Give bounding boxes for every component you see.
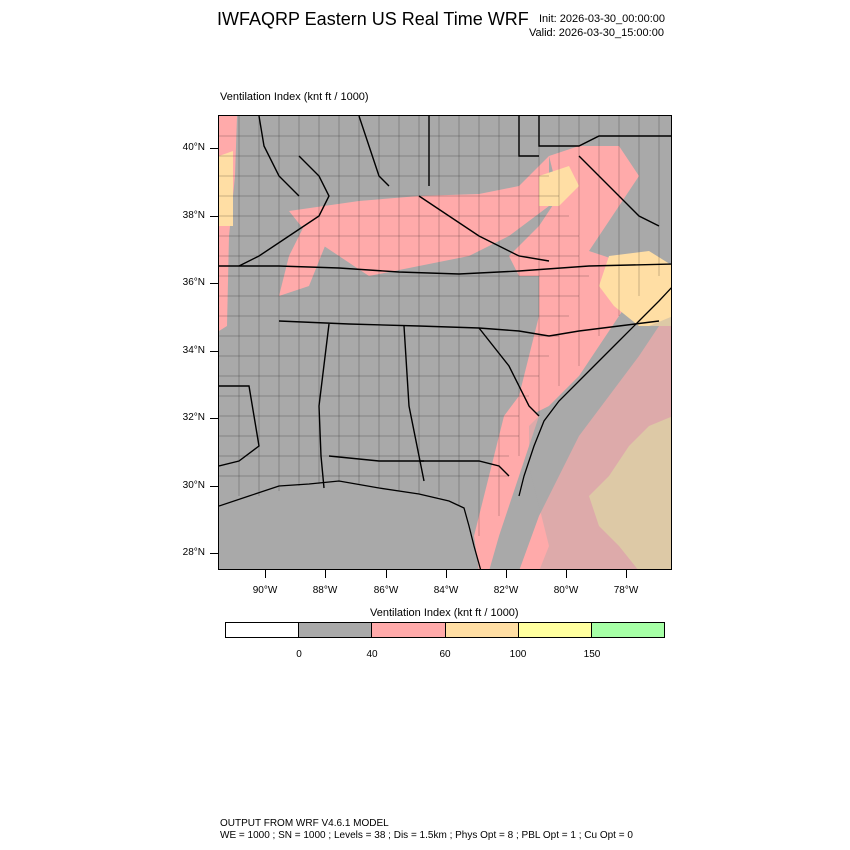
colorbar-box-2 xyxy=(299,623,373,637)
lat-tick xyxy=(210,283,218,284)
lat-tick xyxy=(210,486,218,487)
lon-tick xyxy=(506,570,507,578)
lon-label: 90°W xyxy=(252,585,278,596)
gulf-of-mexico xyxy=(219,481,479,569)
lon-label: 80°W xyxy=(553,585,579,596)
init-time: Init: 2026-03-30_00:00:00 xyxy=(539,13,665,25)
colorbar-box-5 xyxy=(518,623,592,637)
lon-label: 82°W xyxy=(493,585,519,596)
lon-tick xyxy=(325,570,326,578)
field-label: Ventilation Index (knt ft / 1000) xyxy=(220,91,369,103)
main-title: IWFAQRP Eastern US Real Time WRF xyxy=(217,9,529,29)
vi-60-100-areas xyxy=(219,151,671,569)
colorbar-box-6 xyxy=(591,623,665,637)
lon-tick xyxy=(386,570,387,578)
lat-label: 28°N xyxy=(182,547,205,558)
lat-tick xyxy=(210,216,218,217)
lat-tick xyxy=(210,351,218,352)
valid-time: Valid: 2026-03-30_15:00:00 xyxy=(529,27,664,39)
lat-tick xyxy=(210,418,218,419)
colorbar-box-1 xyxy=(226,623,300,637)
colorbar-label: 40 xyxy=(366,649,378,660)
atlantic-ocean xyxy=(529,316,671,569)
lon-tick xyxy=(626,570,627,578)
colorbar-label: 100 xyxy=(509,649,527,660)
county-grid xyxy=(219,116,671,536)
colorbar-label: 60 xyxy=(439,649,451,660)
lon-label: 84°W xyxy=(433,585,459,596)
colorbar-label: 0 xyxy=(296,649,302,660)
footer-config-line: WE = 1000 ; SN = 1000 ; Levels = 38 ; Di… xyxy=(220,830,633,841)
lat-label: 38°N xyxy=(182,210,205,221)
lon-label: 88°W xyxy=(312,585,338,596)
lon-tick xyxy=(566,570,567,578)
lat-label: 30°N xyxy=(182,480,205,491)
state-borders xyxy=(219,116,671,489)
lat-tick xyxy=(210,148,218,149)
map-graphic xyxy=(219,116,671,569)
colorbar-box-4 xyxy=(445,623,519,637)
map-panel xyxy=(218,115,672,570)
coastline xyxy=(219,287,671,569)
lat-label: 36°N xyxy=(182,277,205,288)
lon-label: 86°W xyxy=(373,585,399,596)
lat-label: 40°N xyxy=(182,142,205,153)
colorbar xyxy=(225,622,665,638)
lat-label: 32°N xyxy=(182,412,205,423)
colorbar-title: Ventilation Index (knt ft / 1000) xyxy=(370,607,519,619)
lat-tick xyxy=(210,553,218,554)
lon-label: 78°W xyxy=(613,585,639,596)
lat-label: 34°N xyxy=(182,345,205,356)
lon-tick xyxy=(446,570,447,578)
colorbar-box-3 xyxy=(372,623,446,637)
colorbar-label: 150 xyxy=(583,649,601,660)
lon-tick xyxy=(265,570,266,578)
footer-model-line: OUTPUT FROM WRF V4.6.1 MODEL xyxy=(220,818,389,829)
